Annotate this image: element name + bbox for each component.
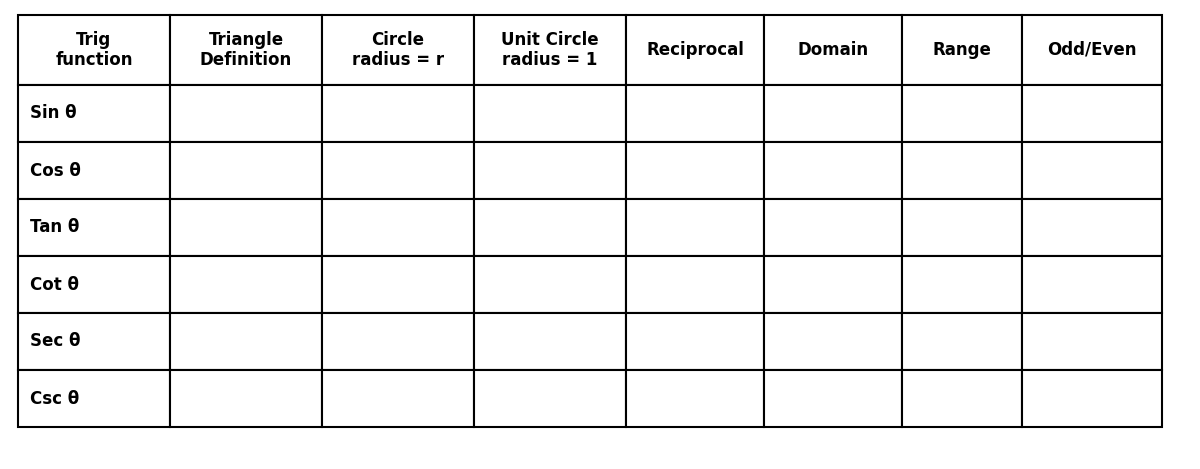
Text: Range: Range: [932, 41, 991, 59]
Bar: [322, 85, 474, 142]
Bar: [170, 15, 322, 85]
Text: Tan θ: Tan θ: [30, 219, 79, 236]
Bar: [322, 142, 474, 199]
Text: Sec θ: Sec θ: [30, 333, 80, 350]
Bar: [626, 313, 764, 370]
Bar: [18, 256, 170, 313]
Text: Unit Circle: Unit Circle: [502, 31, 599, 49]
Text: Reciprocal: Reciprocal: [646, 41, 744, 59]
Bar: [474, 199, 626, 256]
Bar: [474, 370, 626, 427]
Bar: [474, 142, 626, 199]
Text: Definition: Definition: [200, 51, 292, 69]
Bar: [474, 85, 626, 142]
Bar: [902, 85, 1022, 142]
Bar: [902, 142, 1022, 199]
Bar: [1022, 15, 1162, 85]
Bar: [764, 313, 902, 370]
Text: function: function: [55, 51, 133, 69]
Bar: [474, 256, 626, 313]
Bar: [474, 313, 626, 370]
Bar: [1022, 370, 1162, 427]
Bar: [764, 85, 902, 142]
Bar: [170, 142, 322, 199]
Bar: [902, 256, 1022, 313]
Bar: [1022, 256, 1162, 313]
Bar: [18, 370, 170, 427]
Bar: [764, 142, 902, 199]
Bar: [626, 142, 764, 199]
Bar: [170, 313, 322, 370]
Bar: [322, 370, 474, 427]
Text: radius = 1: radius = 1: [503, 51, 598, 69]
Bar: [170, 256, 322, 313]
Bar: [18, 142, 170, 199]
Text: Csc θ: Csc θ: [30, 389, 79, 408]
Bar: [18, 85, 170, 142]
Bar: [902, 199, 1022, 256]
Bar: [18, 313, 170, 370]
Bar: [764, 199, 902, 256]
Bar: [322, 313, 474, 370]
Text: Circle: Circle: [372, 31, 425, 49]
Bar: [1022, 313, 1162, 370]
Text: Cot θ: Cot θ: [30, 275, 79, 294]
Bar: [764, 256, 902, 313]
Bar: [626, 199, 764, 256]
Bar: [626, 256, 764, 313]
Bar: [170, 370, 322, 427]
Text: radius = r: radius = r: [352, 51, 444, 69]
Bar: [902, 370, 1022, 427]
Bar: [322, 199, 474, 256]
Bar: [902, 313, 1022, 370]
Bar: [764, 15, 902, 85]
Bar: [626, 15, 764, 85]
Bar: [322, 15, 474, 85]
Text: Domain: Domain: [798, 41, 869, 59]
Bar: [322, 256, 474, 313]
Text: Odd/Even: Odd/Even: [1048, 41, 1136, 59]
Bar: [626, 85, 764, 142]
Bar: [1022, 85, 1162, 142]
Bar: [170, 85, 322, 142]
Bar: [1022, 199, 1162, 256]
Bar: [18, 199, 170, 256]
Bar: [1022, 142, 1162, 199]
Text: Trig: Trig: [77, 31, 112, 49]
Bar: [170, 199, 322, 256]
Text: Triangle: Triangle: [209, 31, 283, 49]
Bar: [902, 15, 1022, 85]
Bar: [474, 15, 626, 85]
Bar: [764, 370, 902, 427]
Text: Sin θ: Sin θ: [30, 105, 77, 122]
Bar: [626, 370, 764, 427]
Text: Cos θ: Cos θ: [30, 161, 80, 180]
Bar: [18, 15, 170, 85]
